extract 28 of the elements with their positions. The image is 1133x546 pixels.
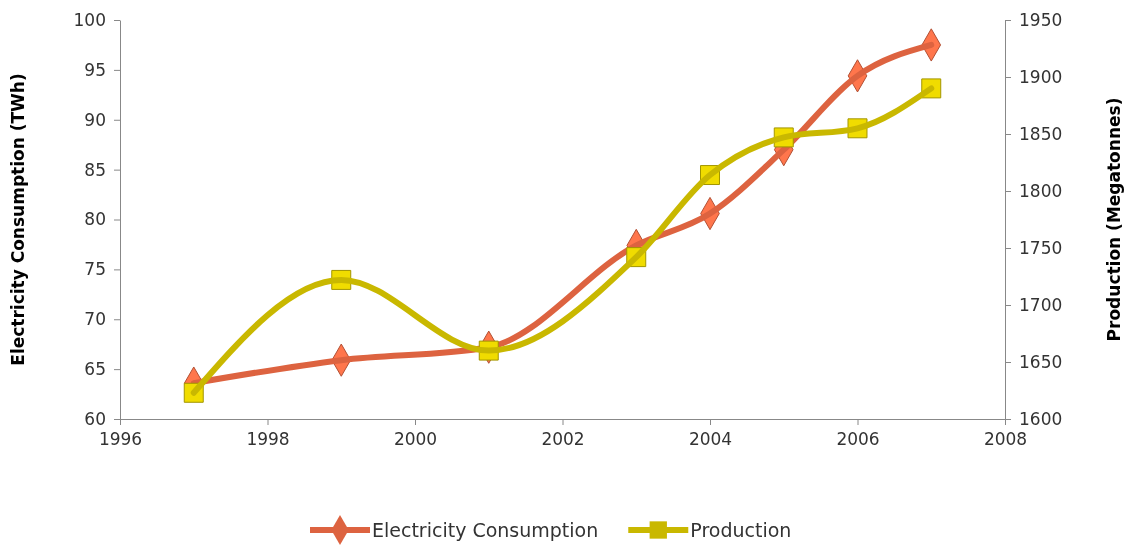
x-tick-label: 2006 [836, 429, 880, 450]
y-tick-label: 90 [84, 109, 106, 130]
legend-label: Electricity Consumption [372, 519, 599, 541]
y-tick-label: 75 [84, 259, 106, 280]
x-tick-label: 2004 [688, 429, 733, 450]
y2-tick-label: 1850 [1019, 123, 1063, 144]
y-tick-label: 60 [84, 408, 106, 429]
x-tick-label: 2002 [541, 429, 585, 450]
y-tick-label: 85 [84, 159, 106, 180]
legend-label: Production [690, 519, 792, 541]
y-tick-label: 100 [73, 9, 106, 30]
y2-tick-label: 1950 [1019, 9, 1063, 30]
y2-tick-label: 1600 [1019, 408, 1063, 429]
y-tick-label: 80 [84, 209, 106, 230]
y2-axis-title: Production (Megatonnes) [1104, 97, 1124, 342]
y2-tick-label: 1750 [1019, 237, 1063, 258]
y-tick-label: 95 [84, 59, 106, 80]
y-tick-label: 65 [84, 359, 106, 380]
x-tick-label: 2008 [983, 429, 1028, 450]
y-axis-title: Electricity Consumption (TWh) [8, 73, 28, 366]
x-tick-label: 1996 [98, 429, 143, 450]
y2-tick-label: 1800 [1019, 180, 1063, 201]
y2-tick-label: 1700 [1019, 294, 1063, 315]
x-tick-label: 1998 [246, 429, 290, 450]
y-tick-label: 70 [84, 309, 106, 330]
x-tick-label: 2000 [393, 429, 438, 450]
y2-tick-label: 1900 [1019, 66, 1063, 87]
y2-tick-label: 1650 [1019, 351, 1063, 372]
